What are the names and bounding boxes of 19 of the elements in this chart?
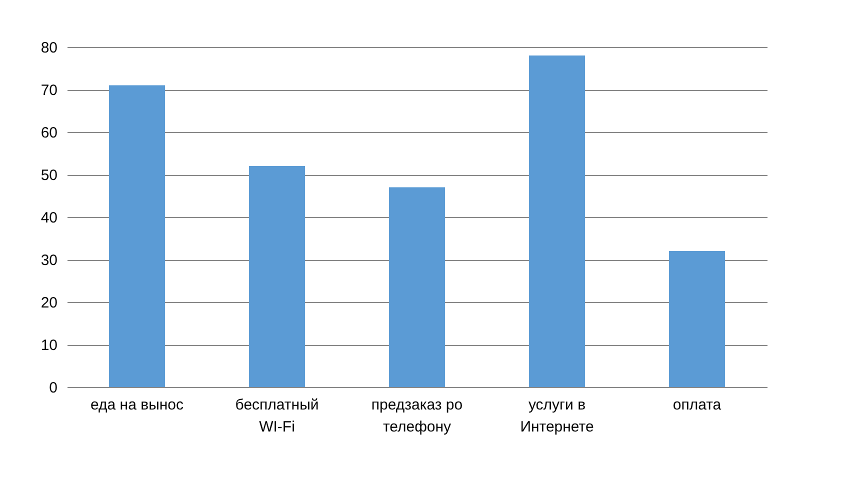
bar [669,251,725,387]
x-tick-label: услуги в Интернете [520,396,594,436]
y-tick-label: 50 [40,167,58,184]
y-tick-label: 70 [40,82,58,99]
x-tick-label: оплата [672,396,722,414]
y-tick-label: 40 [40,210,58,226]
y-tick-label: 80 [40,40,58,56]
y-tick-label: 60 [40,124,58,142]
y-tick-label: 0 [49,380,58,396]
x-tick-label: еда на вынос [90,396,184,414]
x-tick-label: бесплатный WI-Fi [235,396,319,436]
x-tick-label: предзаказ ро телефону [371,396,463,436]
bar [249,166,305,387]
y-tick-label: 20 [40,294,58,312]
bar [109,85,165,387]
y-tick-label: 30 [40,252,58,269]
bar [529,56,585,387]
bar [389,187,445,387]
y-tick-label: 10 [40,337,58,354]
